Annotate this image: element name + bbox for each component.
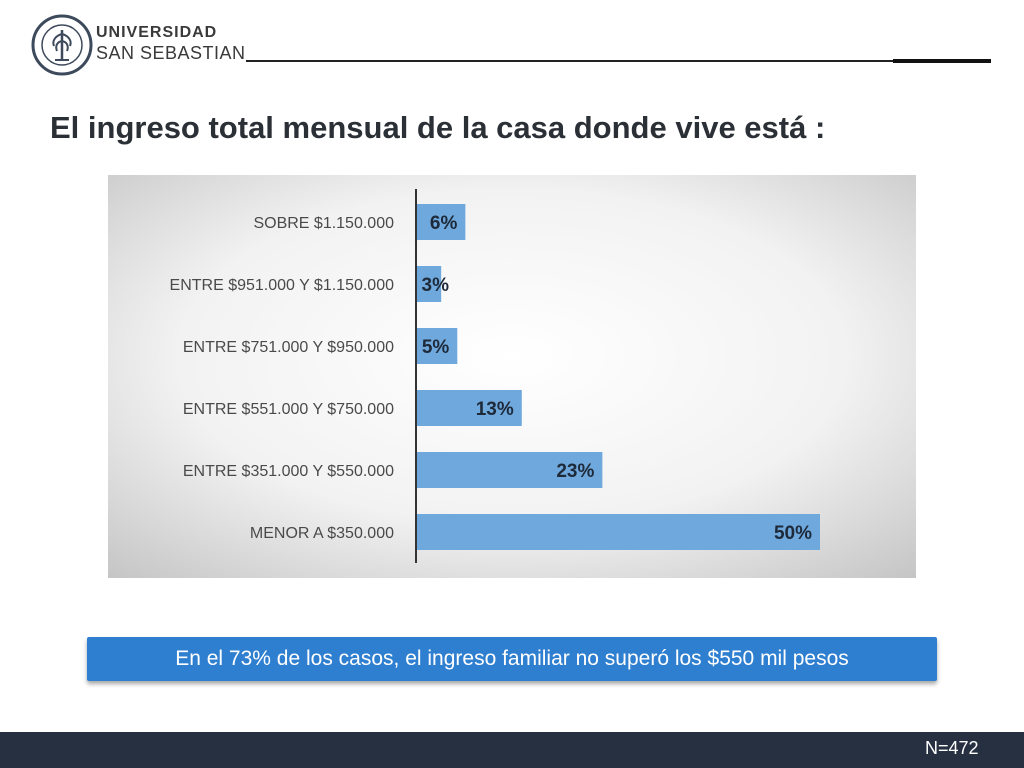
category-label-5: MENOR A $350.000 [250,525,394,542]
value-label-4: 23% [556,461,594,482]
university-seal-logo [31,14,93,76]
header-divider [246,60,991,62]
category-label-4: ENTRE $351.000 Y $550.000 [183,463,394,480]
logo-line-1: UNIVERSIDAD [96,24,218,41]
footer-bar [0,732,1024,768]
header-divider-accent [893,59,991,63]
chart-background [108,175,916,578]
sample-size-label: N=472 [925,738,979,758]
value-label-2: 5% [422,337,450,358]
bar-0 [417,204,466,240]
category-label-2: ENTRE $751.000 Y $950.000 [183,339,394,356]
bar-5 [417,514,820,550]
value-label-0: 6% [430,213,458,234]
bar-2 [417,328,458,364]
category-label-3: ENTRE $551.000 Y $750.000 [183,401,394,418]
bar-4 [417,452,603,488]
chart-svg: SOBRE $1.150.000 6% ENTRE $951.000 Y $1.15… [108,175,916,578]
income-bar-chart: SOBRE $1.150.000 6% ENTRE $951.000 Y $1.15… [108,175,916,578]
category-label-1: ENTRE $951.000 Y $1.150.000 [170,277,395,294]
bar-3 [417,390,522,426]
summary-callout: En el 73% de los casos, el ingreso famil… [87,637,937,681]
value-label-5: 50% [774,523,812,544]
slide-title: El ingreso total mensual de la casa dond… [50,110,826,145]
value-label-1: 3% [422,275,450,296]
value-label-3: 13% [476,399,514,420]
category-label-0: SOBRE $1.150.000 [253,215,394,232]
university-wordmark: UNIVERSIDAD SAN SEBASTIAN [96,24,246,63]
logo-line-2: SAN SEBASTIAN [96,43,246,63]
bar-1 [417,266,442,302]
